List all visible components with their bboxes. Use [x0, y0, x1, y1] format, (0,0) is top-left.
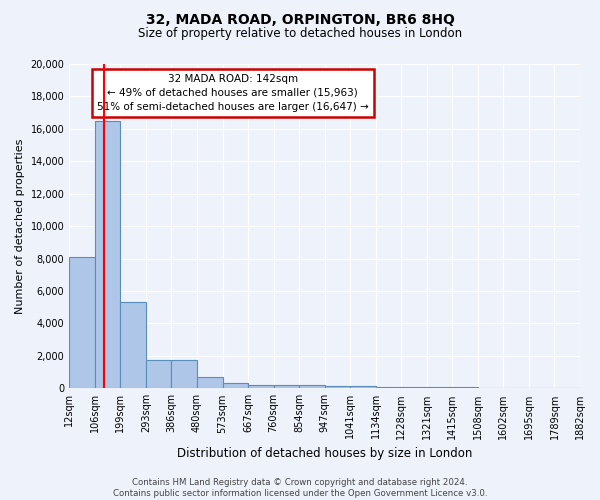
Text: Contains HM Land Registry data © Crown copyright and database right 2024.
Contai: Contains HM Land Registry data © Crown c… [113, 478, 487, 498]
Bar [274, 386, 299, 388]
Bar [146, 360, 172, 388]
Bar [350, 386, 376, 388]
Text: Size of property relative to detached houses in London: Size of property relative to detached ho… [138, 28, 462, 40]
Text: 32 MADA ROAD: 142sqm
← 49% of detached houses are smaller (15,963)
51% of semi-d: 32 MADA ROAD: 142sqm ← 49% of detached h… [97, 74, 368, 112]
Bar [172, 360, 197, 388]
Bar [325, 386, 350, 388]
Text: 32, MADA ROAD, ORPINGTON, BR6 8HQ: 32, MADA ROAD, ORPINGTON, BR6 8HQ [146, 12, 454, 26]
Bar [299, 386, 325, 388]
Bar [69, 257, 95, 388]
Bar [197, 378, 223, 388]
Bar [223, 384, 248, 388]
Bar [401, 387, 427, 388]
X-axis label: Distribution of detached houses by size in London: Distribution of detached houses by size … [177, 447, 472, 460]
Y-axis label: Number of detached properties: Number of detached properties [15, 138, 25, 314]
Bar [248, 384, 274, 388]
Bar [95, 121, 121, 388]
Bar [121, 302, 146, 388]
Bar [376, 386, 401, 388]
